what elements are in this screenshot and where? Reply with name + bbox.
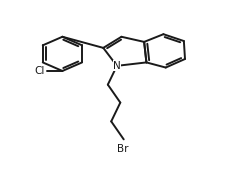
Text: N: N: [113, 61, 121, 71]
Text: Br: Br: [117, 144, 128, 154]
Text: Cl: Cl: [34, 66, 44, 76]
